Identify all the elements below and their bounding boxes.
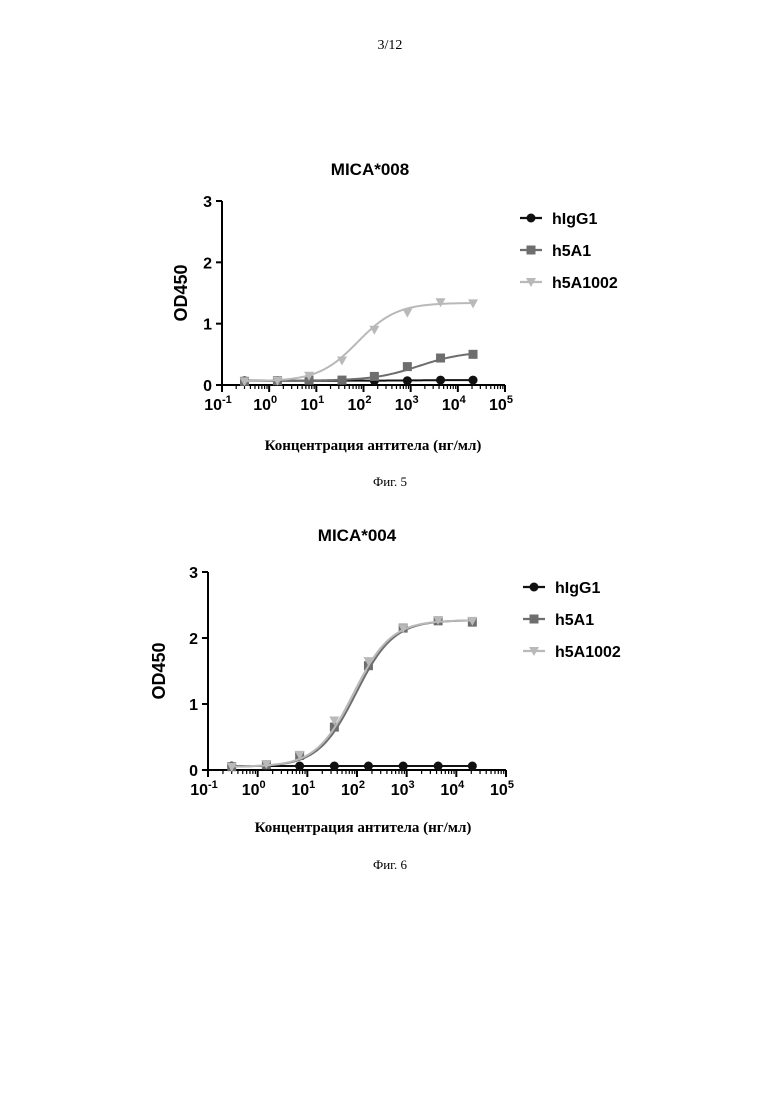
x-tick-label: 103	[395, 394, 419, 414]
x-tick-label: 105	[489, 394, 513, 414]
x-tick-base: 10	[489, 397, 507, 414]
x-tick-label: 104	[442, 394, 467, 414]
legend-label: h5A1	[555, 612, 594, 629]
x-tick-exponent: 5	[508, 779, 514, 791]
y-tick-label: 2	[189, 631, 198, 648]
y-tick-label: 1	[203, 317, 212, 334]
data-point-h5A1	[337, 376, 346, 385]
x-tick-exponent: 4	[460, 394, 467, 406]
x-tick-label: 10-1	[204, 394, 232, 414]
data-point-h5A1	[469, 350, 478, 359]
y-tick-label: 3	[189, 565, 198, 582]
legend-label: hIgG1	[552, 211, 597, 228]
page-number: 3/12	[0, 38, 780, 54]
legend-marker	[527, 246, 536, 255]
series-line-h5A1002	[232, 620, 473, 766]
x-tick-exponent: 2	[359, 779, 365, 791]
legend-label: h5A1002	[555, 644, 621, 661]
y-tick-label: 2	[203, 255, 212, 272]
x-tick-exponent: -1	[208, 779, 218, 791]
data-point-hIgG1	[436, 376, 445, 385]
data-point-h5A1	[370, 372, 379, 381]
chart-title: MICA*008	[331, 160, 409, 179]
x-tick-exponent: 3	[413, 394, 419, 406]
data-point-hIgG1	[403, 376, 412, 385]
x-tick-exponent: -1	[222, 394, 232, 406]
data-point-hIgG1	[295, 762, 304, 771]
data-point-h5A1	[436, 354, 445, 363]
data-point-hIgG1	[468, 762, 477, 771]
x-tick-base: 10	[253, 397, 271, 414]
legend-label: hIgG1	[555, 580, 600, 597]
x-tick-base: 10	[391, 782, 409, 799]
x-tick-exponent: 0	[260, 779, 266, 791]
x-tick-base: 10	[490, 782, 508, 799]
data-point-hIgG1	[434, 762, 443, 771]
x-tick-label: 100	[242, 779, 266, 799]
x-tick-exponent: 2	[365, 394, 371, 406]
x-tick-exponent: 0	[271, 394, 277, 406]
figure-caption-6: Фиг. 6	[0, 857, 780, 873]
y-axis-label: OD450	[171, 264, 191, 321]
figure-caption-5: Фиг. 5	[0, 474, 780, 490]
x-tick-exponent: 4	[458, 779, 465, 791]
x-axis-label: Концентрация антитела (нг/мл)	[265, 438, 482, 454]
x-tick-label: 102	[341, 779, 365, 799]
x-tick-base: 10	[395, 397, 413, 414]
x-tick-base: 10	[291, 782, 309, 799]
data-point-hIgG1	[364, 762, 373, 771]
legend-label: h5A1002	[552, 275, 618, 292]
x-tick-base: 10	[300, 397, 318, 414]
y-tick-label: 0	[189, 763, 198, 780]
legend-marker	[530, 615, 539, 624]
x-tick-exponent: 1	[309, 779, 315, 791]
x-axis-label: Концентрация антитела (нг/мл)	[255, 820, 472, 836]
data-point-h5A1002	[436, 298, 446, 307]
x-tick-label: 103	[391, 779, 415, 799]
x-tick-base: 10	[442, 397, 460, 414]
x-tick-base: 10	[341, 782, 359, 799]
data-point-hIgG1	[330, 762, 339, 771]
x-tick-label: 105	[490, 779, 514, 799]
x-tick-base: 10	[190, 782, 208, 799]
x-tick-base: 10	[440, 782, 458, 799]
x-tick-exponent: 1	[318, 394, 324, 406]
legend-marker	[527, 214, 536, 223]
data-point-h5A1	[403, 362, 412, 371]
data-point-hIgG1	[469, 376, 478, 385]
chart-mica-008: MICA*0080123OD45010-1100101102103104105К…	[0, 150, 780, 470]
chart-mica-004: MICA*0040123OD45010-1100101102103104105К…	[0, 520, 780, 850]
chart-title: MICA*004	[318, 526, 397, 545]
y-tick-label: 0	[203, 378, 212, 395]
x-tick-exponent: 3	[409, 779, 415, 791]
x-tick-label: 100	[253, 394, 277, 414]
x-tick-label: 102	[348, 394, 372, 414]
series-line-h5A1	[232, 620, 473, 766]
x-tick-label: 101	[300, 394, 324, 414]
x-tick-exponent: 5	[507, 394, 513, 406]
x-tick-base: 10	[348, 397, 366, 414]
x-tick-base: 10	[242, 782, 260, 799]
series-line-h5A1002	[245, 303, 474, 381]
x-tick-label: 101	[291, 779, 315, 799]
x-tick-label: 10-1	[190, 779, 218, 799]
x-tick-label: 104	[440, 779, 465, 799]
y-tick-label: 1	[189, 697, 198, 714]
y-tick-label: 3	[203, 194, 212, 211]
y-axis-label: OD450	[149, 642, 169, 699]
data-point-hIgG1	[399, 762, 408, 771]
x-tick-base: 10	[204, 397, 222, 414]
legend-marker	[530, 583, 539, 592]
legend-label: h5A1	[552, 243, 591, 260]
data-point-h5A1002	[402, 309, 412, 318]
